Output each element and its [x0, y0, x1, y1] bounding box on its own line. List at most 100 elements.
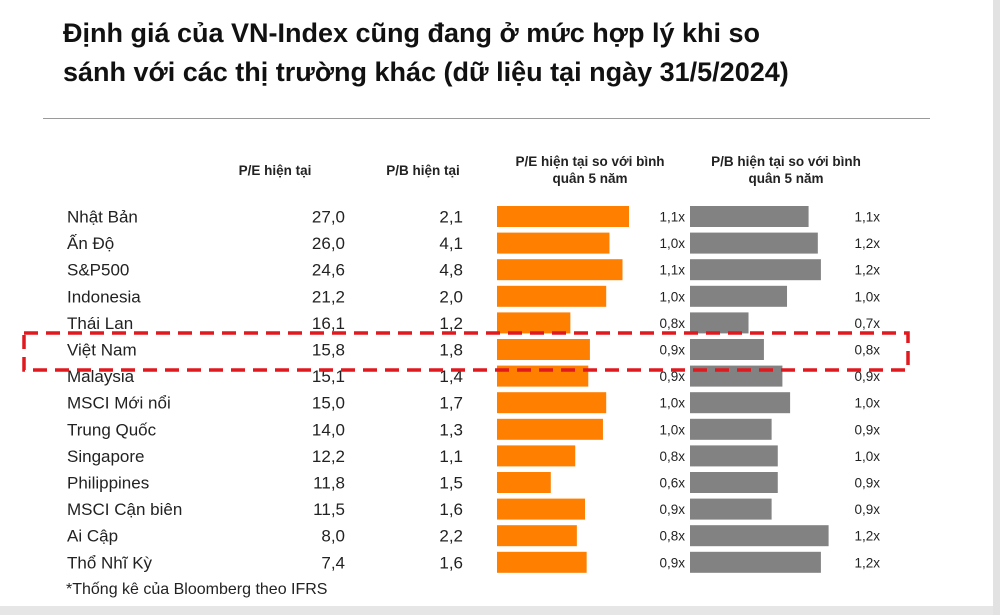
pe-value: 11,5	[313, 500, 345, 519]
market-label: Thái Lan	[67, 314, 133, 333]
title-line-2: sánh với các thị trường khác (dữ liệu tạ…	[63, 57, 789, 87]
pe-value: 14,0	[312, 420, 345, 439]
pb-relative-bar	[690, 206, 809, 227]
pe-relative-label: 0,8x	[659, 529, 685, 544]
pb-relative-bar	[690, 312, 749, 334]
pb-value: 4,8	[439, 261, 463, 280]
pb-value: 1,8	[439, 341, 463, 360]
header-pb-relative-line-2: quân 5 năm	[748, 171, 824, 186]
pe-value: 15,0	[312, 394, 345, 413]
pb-relative-label: 0,9x	[854, 476, 880, 491]
market-label: Thổ Nhĩ Kỳ	[67, 553, 153, 572]
pe-relative-bar	[497, 232, 610, 254]
pe-relative-bar	[497, 312, 571, 334]
pe-value: 7,4	[321, 553, 345, 572]
pb-relative-label: 0,9x	[854, 369, 880, 384]
pe-relative-label: 1,0x	[659, 396, 685, 411]
bottom-edge	[0, 606, 1000, 615]
pb-value: 4,1	[439, 234, 463, 253]
market-label: Malaysia	[67, 367, 135, 386]
pb-value: 2,1	[439, 208, 463, 227]
pe-relative-bar	[497, 285, 607, 307]
market-label: Trung Quốc	[67, 420, 157, 439]
pb-value: 1,6	[439, 553, 463, 572]
pe-relative-label: 1,0x	[659, 236, 685, 251]
pe-value: 12,2	[312, 447, 345, 466]
pe-relative-bar	[497, 418, 603, 440]
pb-value: 2,0	[439, 287, 463, 306]
market-label: Indonesia	[67, 287, 141, 306]
pe-relative-bar	[497, 445, 576, 467]
pe-value: 15,8	[312, 341, 345, 360]
market-label: Việt Nam	[67, 341, 137, 360]
pe-value: 21,2	[312, 287, 345, 306]
header-pe: P/E hiện tại	[238, 163, 312, 178]
pb-relative-bar	[690, 232, 818, 254]
pe-value: 27,0	[312, 208, 345, 227]
pb-relative-label: 1,0x	[854, 289, 880, 304]
pb-relative-bar	[690, 259, 821, 281]
pe-relative-label: 0,8x	[659, 316, 685, 331]
pb-relative-label: 0,9x	[854, 422, 880, 437]
pe-relative-label: 0,9x	[659, 343, 685, 358]
pb-relative-label: 0,7x	[854, 316, 880, 331]
header-pe-relative: P/E hiện tại so với bình quân 5 năm	[490, 153, 690, 187]
pe-relative-label: 1,1x	[659, 263, 685, 278]
pb-relative-label: 1,0x	[854, 449, 880, 464]
pb-relative-label: 1,2x	[854, 555, 880, 570]
pe-relative-label: 1,1x	[659, 210, 685, 225]
slide-title: Định giá của VN-Index cũng đang ở mức hợ…	[63, 14, 943, 92]
pb-value: 1,5	[439, 474, 463, 493]
pb-value: 1,3	[439, 420, 463, 439]
pe-value: 26,0	[312, 234, 345, 253]
pe-value: 11,8	[313, 474, 345, 493]
footnote: *Thống kê của Bloomberg theo IFRS	[66, 581, 328, 598]
pe-relative-bar	[497, 339, 590, 360]
header-pe-relative-line-1: P/E hiện tại so với bình	[515, 154, 665, 169]
market-label: Philippines	[67, 474, 149, 493]
pe-relative-label: 0,6x	[659, 476, 685, 491]
pe-relative-bar	[497, 525, 577, 547]
pb-value: 1,6	[439, 500, 463, 519]
pb-value: 2,2	[439, 527, 463, 546]
pe-relative-bar	[497, 498, 586, 520]
pb-relative-bar	[690, 392, 791, 414]
pb-relative-label: 1,2x	[854, 263, 880, 278]
pb-relative-bar	[690, 339, 764, 360]
pe-relative-bar	[497, 472, 551, 493]
pe-relative-label: 1,0x	[659, 422, 685, 437]
pe-relative-label: 1,0x	[659, 289, 685, 304]
market-label: S&P500	[67, 261, 129, 280]
pb-relative-bar	[690, 445, 778, 467]
pb-value: 1,1	[439, 447, 463, 466]
market-label: Nhật Bản	[67, 208, 138, 227]
pe-value: 15,1	[312, 367, 345, 386]
pe-value: 16,1	[312, 314, 345, 333]
pb-relative-bar	[690, 418, 772, 440]
header-pb-relative-line-1: P/B hiện tại so với bình	[711, 154, 861, 169]
pb-relative-bar	[690, 498, 772, 520]
pb-value: 1,7	[439, 394, 463, 413]
market-label: MSCI Mới nổi	[67, 394, 171, 413]
highlight-box	[22, 331, 910, 372]
pb-relative-label: 0,8x	[854, 343, 880, 358]
market-label: Ấn Độ	[67, 234, 114, 253]
pb-relative-bar	[690, 525, 829, 547]
pe-value: 24,6	[312, 261, 345, 280]
pb-relative-bar	[690, 472, 778, 493]
pb-relative-label: 1,0x	[854, 396, 880, 411]
right-edge	[993, 0, 1000, 615]
market-label: Singapore	[67, 447, 145, 466]
pe-relative-bar	[497, 392, 607, 414]
pe-value: 8,0	[321, 527, 345, 546]
market-label: Ai Cập	[67, 527, 118, 546]
pb-relative-bar	[690, 285, 788, 307]
pe-relative-bar	[497, 259, 623, 281]
pe-relative-label: 0,9x	[659, 555, 685, 570]
header-pb-relative: P/B hiện tại so với bình quân 5 năm	[686, 153, 886, 187]
pb-relative-label: 1,1x	[854, 210, 880, 225]
pb-relative-bar	[690, 551, 821, 573]
pe-relative-bar	[497, 551, 587, 573]
